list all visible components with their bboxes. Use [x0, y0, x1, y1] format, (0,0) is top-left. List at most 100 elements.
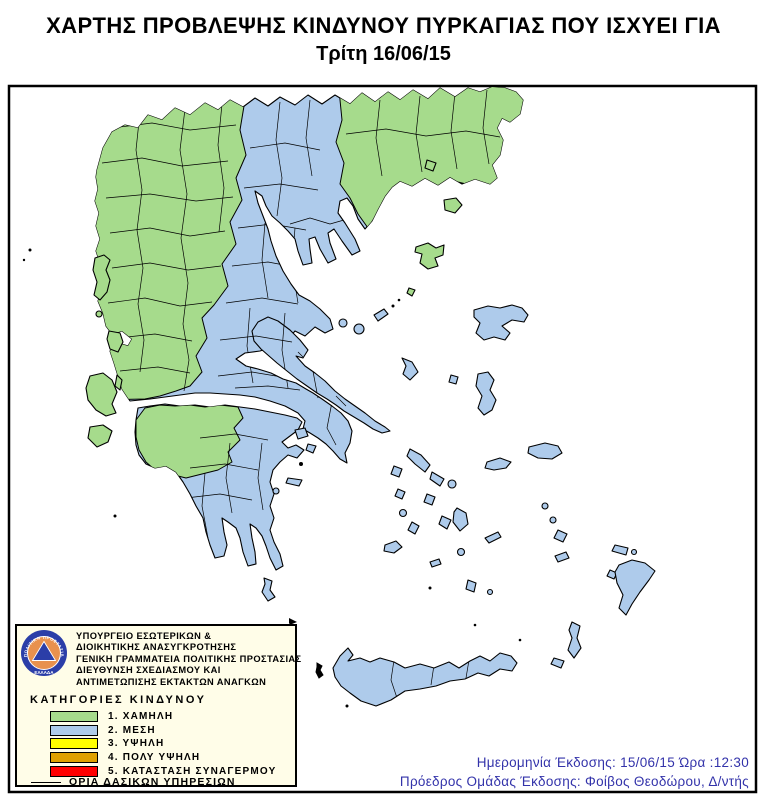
astypalea-island — [554, 551, 570, 563]
legend-swatch-high — [50, 738, 98, 750]
ionian-islands — [85, 254, 124, 448]
kythnos-island — [394, 488, 406, 500]
legend-box: ΠΟΛΙΤΙΚΗ ΠΡΟΣΤΑΣΙΑ ΕΛΛΑΔΑ ΥΠΟΥΡΓΕΙΟ ΕΣΩΤ… — [15, 624, 301, 788]
skopelos-island — [353, 323, 365, 335]
logo-text-bottom: ΕΛΛΑΔΑ — [34, 670, 54, 675]
crete-island — [332, 647, 518, 707]
alonissos-island — [373, 308, 389, 322]
spetses-island — [272, 487, 280, 495]
islet — [428, 586, 432, 590]
kythira-island — [261, 577, 276, 602]
agency-line: ΑΝΤΙΜΕΤΩΠΙΣΗΣ ΕΚΤΑΚΤΩΝ ΑΝΑΓΚΩΝ — [76, 676, 267, 687]
islet-sketch — [315, 662, 324, 679]
tinos-island — [429, 471, 445, 487]
agency-line: ΔΙΟΙΚΗΤΙΚΗΣ ΑΝΑΣΥΓΚΡΟΤΗΣΗΣ — [76, 642, 237, 653]
mainland — [94, 86, 524, 464]
map-title: ΧΑΡΤΗΣ ΠΡΟΒΛΕΨΗΣ ΚΙΝΔΥΝΟΥ ΠΥΡΚΑΓΙΑΣ ΠΟΥ … — [46, 13, 721, 38]
kea-island — [390, 465, 403, 478]
amorgos-island — [484, 531, 502, 544]
agios-efstratios-island — [406, 287, 416, 297]
sifnos-island — [407, 521, 420, 535]
legend-label: 4. ΠΟΛΥ ΥΨΗΛΗ — [108, 752, 201, 764]
karpathos-island — [567, 621, 582, 659]
paxoi-island — [95, 310, 103, 318]
legend-label: 5. ΚΑΤΑΣΤΑΣΗ ΣΥΝΑΓΕΡΜΟΥ — [108, 765, 277, 777]
ios-island — [456, 547, 466, 557]
mykonos-island — [447, 479, 457, 489]
zone-west-low-risk — [95, 87, 251, 401]
kefalonia-island — [85, 372, 118, 417]
boundary-label: ΟΡΙΑ ΔΑΣΙΚΩΝ ΥΠΗΡΕΣΙΩΝ — [69, 776, 236, 788]
north-mark — [289, 618, 297, 630]
legend-swatch-medium — [50, 724, 98, 736]
rhodes-island — [614, 559, 656, 616]
milos-island — [383, 540, 403, 554]
zone-northeast-low-risk — [335, 87, 523, 229]
skyros-island — [401, 357, 419, 381]
issue-date-line: Ημερομηνία Έκδοσης: 15/06/15 Ώρα :12:30 — [476, 755, 749, 770]
salamina-island — [294, 427, 309, 440]
saronic-islands — [261, 427, 317, 602]
ithaki-island — [114, 374, 123, 391]
sporades-islands — [338, 298, 419, 381]
risk-categories-title: ΚΑΤΗΓΟΡΙΕΣ ΚΙΝΔΥΝΟΥ — [30, 694, 207, 706]
limnos-island — [414, 242, 445, 270]
leros-island — [549, 516, 557, 524]
serifos-island — [398, 508, 408, 518]
dodecanese-islands — [541, 502, 656, 669]
symi-island — [630, 548, 638, 556]
civil-protection-logo: ΠΟΛΙΤΙΚΗ ΠΡΟΣΤΑΣΙΑ ΕΛΛΑΔΑ — [21, 630, 67, 676]
kos-island — [611, 544, 629, 556]
corfu-island — [92, 254, 111, 301]
legend-label: 2. ΜΕΣΗ — [108, 724, 156, 736]
samos-island — [527, 442, 563, 460]
map-valid-date: Τρίτη 16/06/15 — [316, 42, 451, 65]
samothrace-island — [443, 197, 463, 214]
islet — [391, 304, 395, 308]
north-aegean-islands — [406, 159, 563, 471]
anafi-island — [486, 588, 494, 596]
agency-name-block: ΥΠΟΥΡΓΕΙΟ ΕΣΩΤΕΡΙΚΩΝ & ΔΙΟΙΚΗΤΙΚΗΣ ΑΝΑΣΥ… — [76, 629, 302, 688]
ikaria-island — [484, 457, 512, 471]
legend-swatch-very-high — [50, 752, 98, 764]
islet — [22, 258, 26, 262]
syros-island — [423, 493, 436, 506]
legend-item-high: 3. ΥΨΗΛΗ — [50, 737, 276, 751]
lefkada-island — [106, 330, 124, 353]
naxos-island — [452, 507, 469, 532]
chios-island — [475, 371, 497, 416]
legend-swatch-low — [50, 711, 98, 723]
poros-island — [299, 462, 303, 466]
cyclades-islands — [383, 448, 502, 596]
risk-categories-list: 1. ΧΑΜΗΛΗ 2. ΜΕΣΗ 3. ΥΨΗΛΗ 4. ΠΟΛΥ ΥΨΗΛΗ… — [50, 710, 276, 778]
kasos-island — [550, 657, 565, 669]
legend-label: 3. ΥΨΗΛΗ — [108, 738, 165, 750]
islet — [345, 704, 349, 708]
folegandros-island — [429, 558, 442, 568]
boundary-line-sample — [31, 781, 61, 783]
islet — [28, 248, 32, 252]
page-title: ΧΑΡΤΗΣ ΠΡΟΒΛΕΨΗΣ ΚΙΝΔΥΝΟΥ ΠΥΡΚΑΓΙΑΣ ΠΟΥ … — [0, 12, 767, 66]
agency-line: ΥΠΟΥΡΓΕΙΟ ΕΣΩΤΕΡΙΚΩΝ & — [76, 631, 212, 641]
peloponnese — [134, 403, 305, 571]
paros-island — [438, 515, 452, 530]
legend-item-low: 1. ΧΑΜΗΛΗ — [50, 710, 276, 724]
zakynthos-island — [87, 424, 113, 448]
issue-president-line: Πρόεδρος Ομάδας Έκδοσης: Φοίβος Θεοδώρου… — [399, 774, 749, 789]
thasos-island — [424, 159, 437, 172]
andros-island — [406, 448, 431, 473]
santorini-island — [465, 579, 477, 593]
kalymnos-island — [553, 529, 568, 543]
islet — [397, 298, 401, 302]
map-frame — [7, 84, 758, 794]
skiathos-island — [338, 318, 348, 328]
legend-item-very-high: 4. ΠΟΛΥ ΥΨΗΛΗ — [50, 751, 276, 765]
issue-info: Ημερομηνία Έκδοσης: 15/06/15 Ώρα :12:30 … — [400, 753, 749, 791]
forest-boundary-legend: ΟΡΙΑ ΔΑΣΙΚΩΝ ΥΠΗΡΕΣΙΩΝ — [31, 776, 236, 788]
agency-line: ΓΕΝΙΚΗ ΓΡΑΜΜΑΤΕΙΑ ΠΟΛΙΤΙΚΗΣ ΠΡΟΣΤΑΣΙΑΣ — [76, 653, 302, 664]
legend-item-alarm: 5. ΚΑΤΑΣΤΑΣΗ ΣΥΝΑΓΕΡΜΟΥ — [50, 764, 276, 778]
legend-label: 1. ΧΑΜΗΛΗ — [108, 711, 174, 723]
legend-swatch-alarm — [50, 765, 98, 777]
